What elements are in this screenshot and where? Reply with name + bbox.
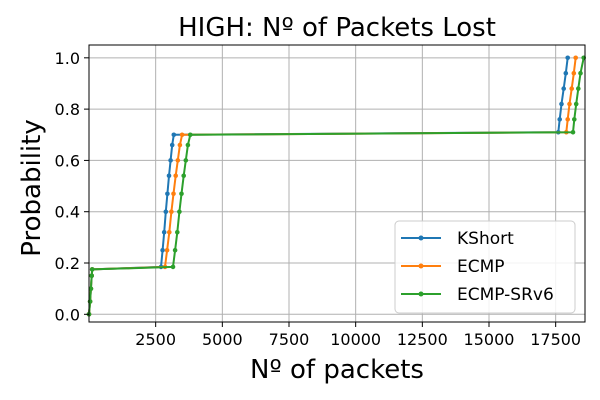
data-point: [179, 132, 185, 138]
data-point: [161, 229, 167, 235]
data-point: [188, 132, 193, 138]
data-point: [563, 70, 569, 76]
data-point: [183, 158, 189, 163]
data-point: [565, 55, 570, 61]
data-point: [164, 247, 170, 253]
data-point: [557, 117, 562, 122]
y-tick-label: 0.8: [55, 100, 80, 119]
data-point: [570, 129, 576, 135]
data-point: [569, 86, 574, 91]
y-tick-label: 0.2: [55, 254, 80, 273]
data-point: [89, 273, 94, 279]
x-tick-label: 17500: [530, 330, 581, 349]
data-point: [572, 117, 577, 122]
legend-marker: [418, 263, 424, 269]
chart-title: HIGH: Nº of Packets Lost: [178, 13, 496, 43]
data-point: [166, 173, 172, 179]
data-point: [172, 247, 178, 253]
x-tick-label: 12500: [397, 330, 448, 349]
data-point: [177, 142, 183, 148]
data-point: [576, 86, 581, 91]
y-tick-label: 0.0: [55, 305, 80, 324]
x-tick-label: 10000: [330, 330, 381, 349]
data-point: [177, 209, 182, 214]
data-point: [573, 101, 579, 107]
legend-box: [394, 220, 576, 314]
x-tick-label: 7500: [269, 330, 310, 349]
data-point: [565, 117, 570, 122]
data-point: [185, 142, 191, 148]
data-point: [175, 229, 180, 235]
plot-frame: [88, 44, 586, 323]
data-point: [160, 247, 165, 253]
data-point: [87, 299, 93, 304]
data-point: [578, 70, 583, 76]
legend-label: ECMP: [457, 257, 505, 277]
data-point: [168, 158, 173, 163]
data-point: [573, 55, 578, 61]
legend-label: KShort: [457, 229, 514, 249]
series-layer: [86, 55, 586, 317]
data-point: [88, 286, 94, 292]
x-tick-label: 15000: [464, 330, 515, 349]
y-axis-label: Probability: [17, 119, 47, 256]
legend-marker: [418, 235, 424, 241]
tick-layer: 2500 5000 7500 10000 12500 15000 17500 0.0 0.2 0.…: [55, 49, 582, 349]
data-point: [89, 267, 95, 272]
data-point: [171, 191, 176, 197]
data-point: [175, 158, 181, 163]
data-point: [571, 70, 577, 76]
data-point: [169, 142, 175, 148]
data-point: [559, 101, 564, 107]
data-point: [169, 209, 174, 214]
y-tick-label: 0.6: [55, 151, 80, 170]
data-point: [171, 132, 177, 138]
data-point: [165, 191, 170, 197]
legend: KShort ECMP ECMP-SRv6: [394, 220, 576, 314]
y-tick-label: 0.4: [55, 203, 80, 222]
data-point: [179, 191, 184, 197]
data-point: [170, 264, 176, 270]
legend-label: ECMP-SRv6: [457, 285, 554, 305]
data-point: [167, 229, 172, 235]
y-tick-label: 1.0: [55, 49, 80, 68]
data-point: [561, 86, 566, 91]
data-point: [181, 173, 186, 179]
x-tick-label: 2500: [135, 330, 176, 349]
legend-marker: [418, 291, 424, 297]
data-point: [163, 209, 169, 214]
x-axis-label: Nº of packets: [250, 355, 424, 385]
x-tick-label: 5000: [202, 330, 243, 349]
data-point: [567, 101, 572, 107]
data-point: [173, 173, 178, 179]
